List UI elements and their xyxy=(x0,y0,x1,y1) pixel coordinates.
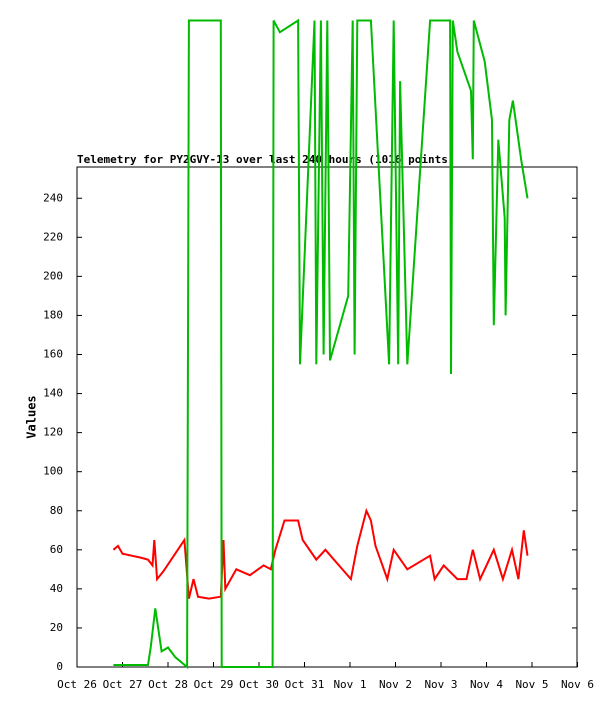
x-tick-label: Nov 6 xyxy=(561,678,594,691)
x-tick-label: Oct 29 xyxy=(194,678,234,691)
y-tick-label: 100 xyxy=(43,465,63,478)
series-line xyxy=(113,18,529,670)
y-tick-label: 160 xyxy=(43,348,63,361)
x-tick-label: Oct 31 xyxy=(285,678,325,691)
series-line xyxy=(112,507,529,600)
y-axis-label: Values xyxy=(25,395,39,438)
y-tick-label: 60 xyxy=(50,543,63,556)
y-tick-label: 140 xyxy=(43,387,63,400)
y-tick-label: 80 xyxy=(50,504,63,517)
y-tick-label: 40 xyxy=(50,582,63,595)
x-tick-label: Nov 1 xyxy=(333,678,366,691)
y-tick-label: 20 xyxy=(50,621,63,634)
x-tick-label: Nov 3 xyxy=(424,678,457,691)
x-tick-label: Nov 2 xyxy=(379,678,412,691)
x-tick-label: Oct 28 xyxy=(148,678,188,691)
chart-title: Telemetry for PY2GVY-13 over last 240 ho… xyxy=(77,153,455,166)
y-tick-label: 120 xyxy=(43,426,63,439)
y-tick-label: 180 xyxy=(43,308,63,321)
x-tick-label: Nov 4 xyxy=(470,678,503,691)
x-tick-label: Nov 5 xyxy=(515,678,548,691)
y-tick-label: 0 xyxy=(56,660,63,673)
plot-frame xyxy=(76,166,578,668)
x-tick-label: Oct 26 xyxy=(57,678,97,691)
y-tick-label: 220 xyxy=(43,230,63,243)
y-tick-label: 240 xyxy=(43,191,63,204)
x-tick-label: Oct 27 xyxy=(103,678,143,691)
y-tick-label: 200 xyxy=(43,269,63,282)
x-tick-label: Oct 30 xyxy=(239,678,279,691)
